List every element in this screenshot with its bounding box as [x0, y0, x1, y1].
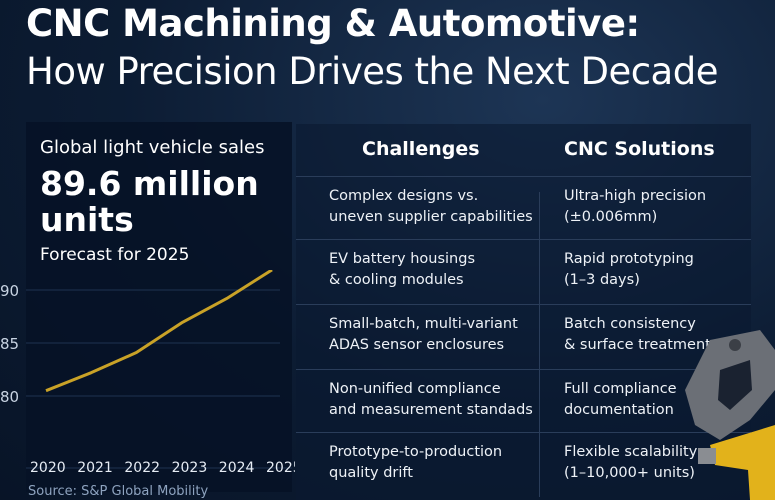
header-solutions: CNC Solutions	[564, 138, 715, 160]
x-tick-label: 2020	[30, 460, 66, 476]
table-row: Prototype-to-production quality drift Flex…	[296, 432, 751, 497]
x-tick-label: 2021	[77, 460, 113, 476]
challenge-line: quality drift	[329, 465, 413, 481]
sales-line-chart: 80 85 90 2020 2021 2022 2023 2024 2025	[0, 270, 295, 476]
column-divider	[539, 192, 540, 497]
solution-cell: Batch consistency & surface treatment	[564, 314, 711, 356]
panel-subheading: Forecast for 2025	[40, 245, 190, 265]
solution-line: Batch consistency	[564, 316, 696, 332]
sales-value-line-1: 89.6 million	[40, 164, 259, 203]
solution-cell: Ultra-high precision (±0.006mm)	[564, 186, 706, 228]
solution-line: Full compliance	[564, 381, 677, 397]
solution-line: documentation	[564, 402, 674, 418]
y-tick-label: 80	[0, 388, 19, 406]
page-title: CNC Machining & Automotive: How Precisio…	[26, 0, 718, 96]
table-row: Non-unified compliance and measurement st…	[296, 369, 751, 434]
challenge-line: Complex designs vs.	[329, 188, 479, 204]
cnc-part-and-drill-icon	[685, 330, 775, 500]
challenge-line: & cooling modules	[329, 272, 464, 288]
x-tick-label: 2022	[124, 460, 160, 476]
header-challenges: Challenges	[362, 138, 480, 160]
x-tick-label: 2025	[266, 460, 295, 476]
challenge-line: and measurement standads	[329, 402, 533, 418]
challenge-cell: Complex designs vs. uneven supplier capab…	[329, 186, 533, 228]
x-tick-label: 2024	[219, 460, 255, 476]
solution-line: (1–3 days)	[564, 272, 640, 288]
title-line-2: How Precision Drives the Next Decade	[26, 50, 718, 93]
y-tick-label: 90	[0, 282, 19, 300]
challenge-line: EV battery housings	[329, 251, 476, 267]
source-note: Source: S&P Global Mobility	[28, 484, 209, 499]
solution-cell: Rapid prototyping (1–3 days)	[564, 249, 694, 291]
challenge-line: Prototype-to-production	[329, 444, 503, 460]
challenge-cell: EV battery housings & cooling modules	[329, 249, 475, 291]
sales-value-line-2: units	[40, 200, 134, 239]
solution-line: Flexible scalability	[564, 444, 698, 460]
sales-line	[45, 270, 273, 393]
table-row: EV battery housings & cooling modules Rapi…	[296, 239, 751, 304]
table-row: Small-batch, multi-variant ADAS sensor en…	[296, 304, 751, 369]
challenge-cell: Small-batch, multi-variant ADAS sensor en…	[329, 314, 518, 356]
challenges-solutions-table: Challenges CNC Solutions Complex designs…	[296, 124, 751, 500]
title-line-1: CNC Machining & Automotive:	[26, 2, 640, 45]
challenge-cell: Non-unified compliance and measurement st…	[329, 379, 533, 421]
sales-value: 89.6 million units	[40, 166, 259, 238]
challenge-line: ADAS sensor enclosures	[329, 337, 505, 353]
panel-heading: Global light vehicle sales	[40, 137, 265, 158]
solution-line: Rapid prototyping	[564, 251, 694, 267]
y-tick-label: 85	[0, 335, 19, 353]
challenge-cell: Prototype-to-production quality drift	[329, 442, 502, 484]
solution-cell: Flexible scalability (1–10,000+ units)	[564, 442, 697, 484]
table-row: Complex designs vs. uneven supplier capab…	[296, 176, 751, 241]
solution-line: & surface treatment	[564, 337, 711, 353]
solution-line: Ultra-high precision	[564, 188, 707, 204]
challenge-line: uneven supplier capabilities	[329, 209, 533, 225]
x-tick-label: 2023	[172, 460, 208, 476]
challenge-line: Non-unified compliance	[329, 381, 501, 397]
sales-panel	[26, 122, 292, 492]
solution-line: (±0.006mm)	[564, 209, 658, 225]
challenge-line: Small-batch, multi-variant	[329, 316, 518, 332]
solution-cell: Full compliance documentation	[564, 379, 677, 421]
solution-line: (1–10,000+ units)	[564, 465, 695, 481]
